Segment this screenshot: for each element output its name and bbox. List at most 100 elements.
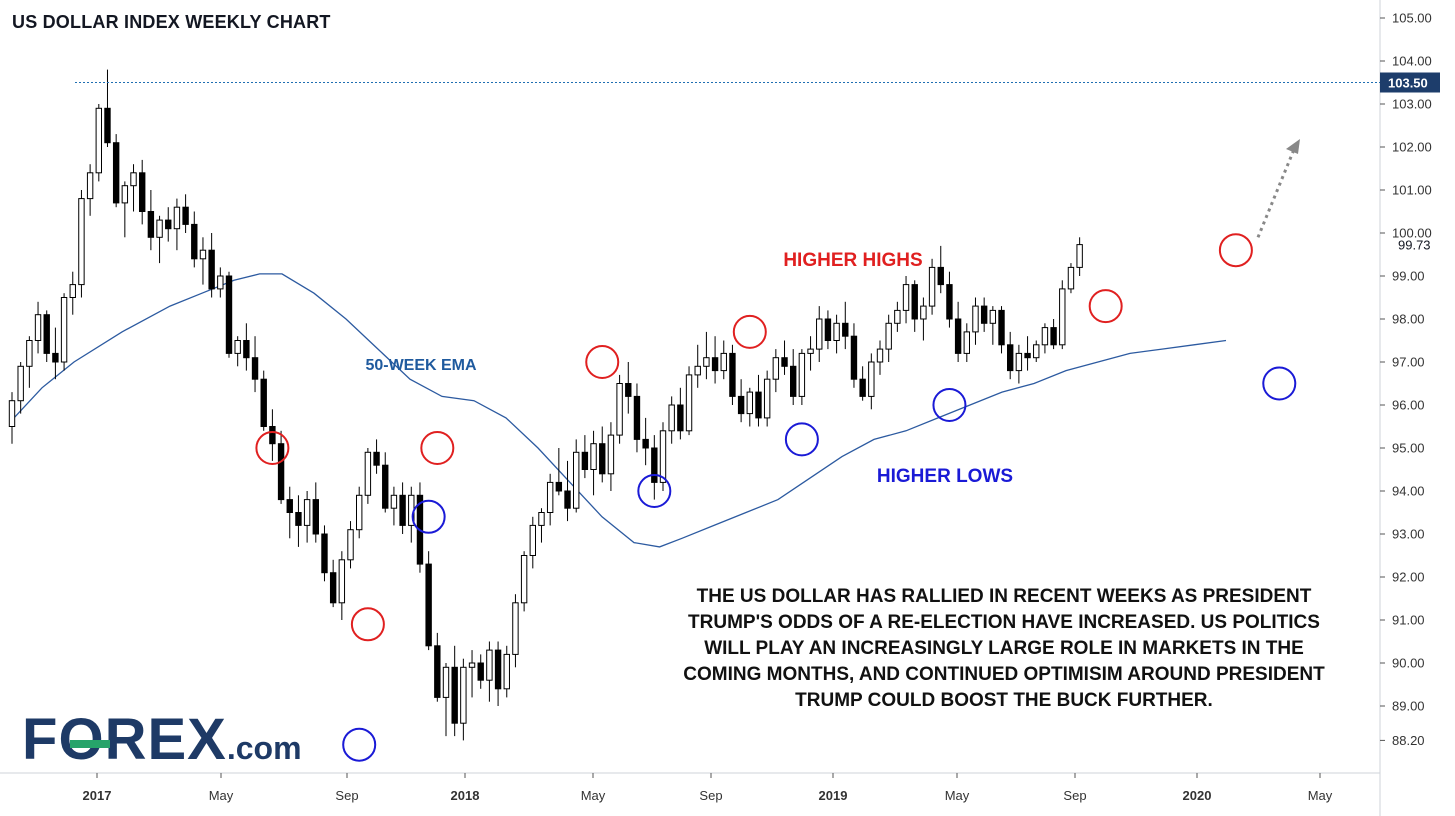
candle-body: [425, 563, 432, 647]
candle-body: [685, 374, 693, 432]
candle-body: [26, 340, 33, 367]
x-tick-label: 2019: [819, 788, 848, 803]
candle: [512, 594, 519, 668]
candle: [1041, 323, 1049, 354]
candle-body: [607, 434, 615, 475]
candle-body: [546, 481, 554, 513]
candle-body: [1033, 344, 1040, 359]
candle-body: [659, 430, 667, 483]
candle: [338, 551, 346, 620]
candle: [295, 495, 302, 547]
candle: [928, 258, 936, 315]
candle-body: [486, 649, 493, 681]
candle: [529, 516, 536, 569]
candle: [217, 267, 224, 298]
candle-body: [755, 391, 762, 419]
candle: [1007, 331, 1014, 380]
candle-body: [711, 357, 719, 372]
candle: [599, 426, 606, 483]
candle: [17, 362, 24, 414]
candle-body: [859, 378, 866, 397]
y-tick-label: 88.20: [1392, 733, 1425, 748]
candle: [581, 435, 589, 479]
candle-body: [703, 357, 710, 367]
y-tick-label: 94.00: [1392, 484, 1425, 499]
candle-body: [347, 529, 354, 561]
candle-body: [1041, 327, 1049, 346]
candle: [850, 323, 858, 388]
resistance-price-label: 103.50: [1388, 76, 1428, 91]
candle-body: [651, 447, 658, 483]
candle: [607, 422, 615, 491]
y-tick-label: 103.00: [1392, 97, 1432, 112]
candle: [668, 396, 675, 444]
candle: [972, 297, 979, 345]
higher-high-marker: [420, 431, 455, 465]
candle: [894, 301, 901, 332]
candle-body: [43, 314, 50, 354]
candle: [451, 645, 458, 737]
candle: [1059, 280, 1066, 350]
candle: [980, 297, 988, 332]
candle: [885, 314, 892, 362]
candle-body: [720, 352, 727, 372]
candle-body: [1050, 327, 1057, 346]
annotation-labels: HIGHER HIGHS HIGHER LOWS 50-WEEK EMA: [365, 250, 1013, 487]
candle-body: [52, 352, 59, 363]
candle-body: [382, 464, 389, 509]
candle-body: [833, 322, 840, 341]
candle-body: [34, 314, 42, 342]
x-tick-label: 2017: [83, 788, 112, 803]
candle-body: [980, 305, 988, 324]
x-tick-label: May: [1308, 788, 1333, 803]
y-tick-label: 95.00: [1392, 441, 1425, 456]
candle-body: [338, 559, 346, 604]
higher-low-marker: [411, 499, 446, 534]
candle: [954, 301, 962, 362]
candle: [173, 198, 181, 251]
candle-body: [468, 662, 476, 668]
candle: [998, 306, 1005, 354]
candle: [625, 362, 632, 414]
logo-dotcom: .com: [226, 730, 302, 766]
ema-layer: [9, 273, 1227, 548]
candle: [34, 301, 42, 354]
candle-body: [390, 494, 398, 509]
candle-body: [790, 365, 797, 397]
candle: [772, 349, 780, 393]
ema-line: [9, 273, 1227, 548]
candle-body: [1007, 344, 1014, 372]
candle-body: [329, 572, 337, 604]
y-axis[interactable]: 105.00 104.00 103.00 102.00 101.00 100.00 99.0…: [1380, 11, 1432, 748]
candle: [86, 164, 94, 216]
x-tick-label: 2020: [1183, 788, 1212, 803]
candle-body: [737, 395, 745, 415]
y-tick-label: 89.00: [1392, 699, 1425, 714]
candle-body: [260, 378, 267, 428]
candle-body: [130, 172, 137, 187]
candle-body: [78, 198, 85, 286]
higher-high-marker: [350, 607, 385, 642]
candle: [356, 486, 363, 539]
x-axis[interactable]: 2017 May Sep 2018 May Sep 2019 May Sep 2020 May: [83, 773, 1333, 803]
candle: [833, 314, 840, 354]
candle: [468, 650, 476, 698]
candle: [781, 340, 788, 375]
candle-body: [121, 185, 129, 204]
candle-body: [816, 318, 823, 350]
candle: [95, 104, 102, 182]
candle: [503, 645, 510, 698]
candle-body: [251, 357, 259, 380]
y-tick-label: 104.00: [1392, 54, 1432, 69]
candle-body: [217, 275, 224, 290]
resistance-layer: 103.50 99.73: [75, 72, 1440, 255]
candle: [60, 293, 68, 371]
candle: [78, 190, 85, 298]
candle-body: [208, 249, 215, 290]
candle-body: [625, 383, 632, 397]
y-tick-label: 105.00: [1392, 11, 1432, 26]
candle: [1076, 237, 1083, 276]
candle: [520, 551, 528, 612]
candle: [989, 306, 997, 345]
higher-low-marker: [784, 422, 819, 457]
